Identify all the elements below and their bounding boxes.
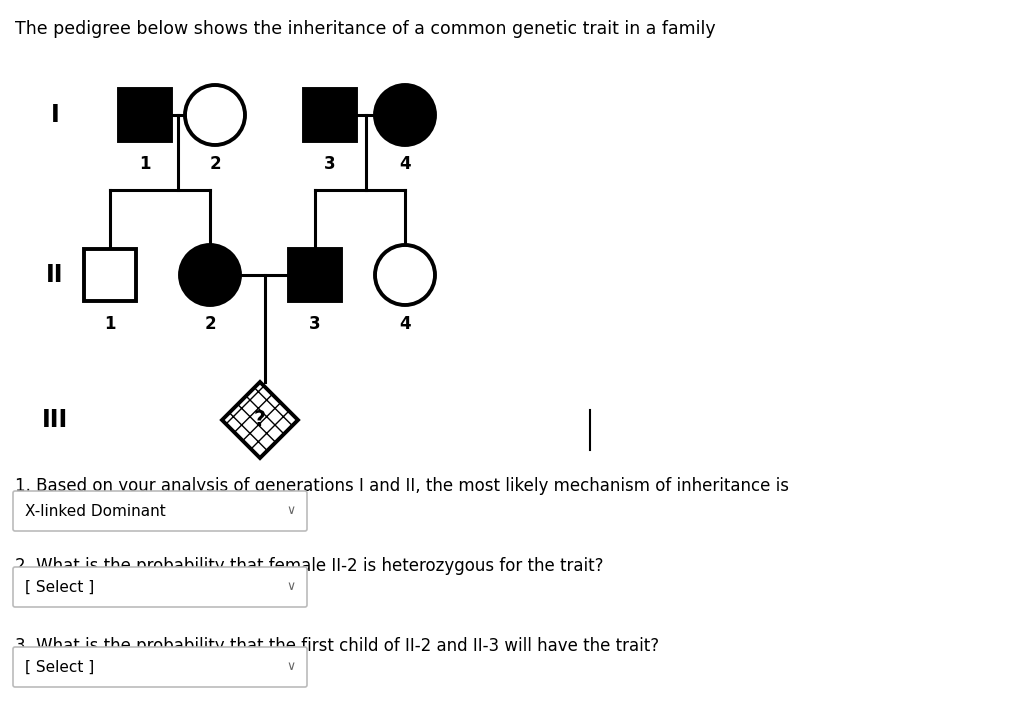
Text: [ Select ]: [ Select ] [25, 580, 94, 594]
Bar [304, 89, 356, 141]
Text: [ Select ]: [ Select ] [25, 659, 94, 675]
Text: ∨: ∨ [287, 505, 296, 517]
Circle shape [180, 245, 240, 305]
Text: ?: ? [254, 410, 266, 430]
Text: II: II [46, 263, 63, 287]
Text: 1: 1 [139, 155, 151, 173]
Text: The pedigree below shows the inheritance of a common genetic trait in a family: The pedigree below shows the inheritance… [15, 20, 716, 38]
Text: I: I [50, 103, 59, 127]
Text: 3. What is the probability that the first child of II-2 and II-3 will have the t: 3. What is the probability that the firs… [15, 637, 659, 655]
Circle shape [375, 245, 435, 305]
Text: III: III [42, 408, 69, 432]
Text: 2: 2 [204, 315, 216, 333]
Text: 2. What is the probability that female II-2 is heterozygous for the trait?: 2. What is the probability that female I… [15, 557, 603, 575]
Polygon shape [222, 382, 298, 458]
FancyBboxPatch shape [13, 647, 307, 687]
Text: X-linked Dominant: X-linked Dominant [25, 503, 166, 518]
Circle shape [185, 85, 245, 145]
Text: 4: 4 [399, 155, 411, 173]
Bar [119, 89, 171, 141]
Text: 1. Based on your analysis of generations I and II, the most likely mechanism of : 1. Based on your analysis of generations… [15, 477, 790, 495]
Bar [84, 249, 136, 301]
Text: ∨: ∨ [287, 580, 296, 594]
Text: 4: 4 [399, 315, 411, 333]
Text: ∨: ∨ [287, 661, 296, 673]
Text: 3: 3 [325, 155, 336, 173]
Bar [289, 249, 341, 301]
FancyBboxPatch shape [13, 567, 307, 607]
FancyBboxPatch shape [13, 491, 307, 531]
Circle shape [375, 85, 435, 145]
Text: 2: 2 [209, 155, 221, 173]
Text: 1: 1 [104, 315, 116, 333]
Text: 3: 3 [309, 315, 321, 333]
